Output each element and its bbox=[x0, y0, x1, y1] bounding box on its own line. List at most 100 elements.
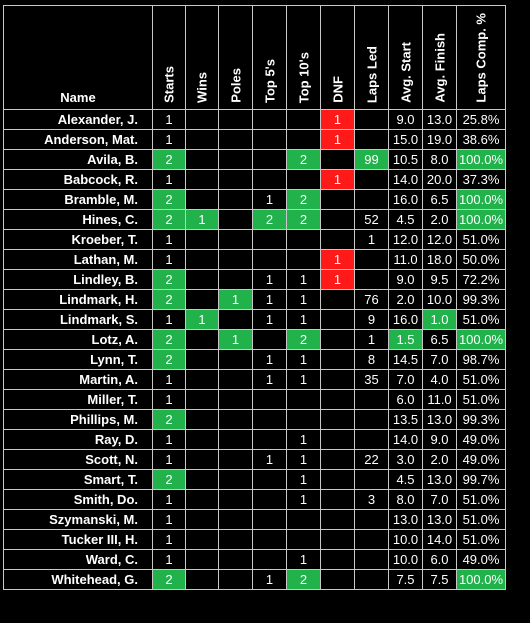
cell-laps-comp: 99.3% bbox=[456, 409, 506, 430]
cell-laps-comp: 100.0% bbox=[456, 569, 506, 590]
driver-name: Lathan, M. bbox=[3, 249, 153, 270]
cell-laps-led bbox=[354, 549, 389, 570]
cell-starts: 2 bbox=[152, 289, 186, 310]
driver-name: Whitehead, G. bbox=[3, 569, 153, 590]
table-row: Lindmark, H. 2 1 1 1 76 2.0 10.0 99.3% bbox=[3, 289, 506, 310]
cell-avg-start: 16.0 bbox=[388, 189, 423, 210]
table-row: Babcock, R. 1 1 14.0 20.0 37.3% bbox=[3, 169, 506, 190]
cell-avg-finish: 6.5 bbox=[422, 189, 457, 210]
driver-name: Szymanski, M. bbox=[3, 509, 153, 530]
cell-starts: 1 bbox=[152, 229, 186, 250]
cell-starts: 1 bbox=[152, 389, 186, 410]
cell-dnf bbox=[320, 189, 355, 210]
cell-laps-led bbox=[354, 529, 389, 550]
cell-laps-comp: 38.6% bbox=[456, 129, 506, 150]
col-header-top5: Top 5's bbox=[252, 5, 287, 110]
cell-dnf bbox=[320, 529, 355, 550]
cell-top5: 1 bbox=[252, 269, 287, 290]
cell-top5 bbox=[252, 549, 287, 570]
cell-top10: 1 bbox=[286, 349, 321, 370]
cell-top10 bbox=[286, 509, 321, 530]
cell-dnf bbox=[320, 429, 355, 450]
cell-poles bbox=[218, 569, 253, 590]
cell-poles bbox=[218, 149, 253, 170]
cell-avg-finish: 8.0 bbox=[422, 149, 457, 170]
cell-top5 bbox=[252, 249, 287, 270]
driver-name: Martin, A. bbox=[3, 369, 153, 390]
cell-avg-start: 6.0 bbox=[388, 389, 423, 410]
cell-avg-finish: 12.0 bbox=[422, 229, 457, 250]
cell-top5 bbox=[252, 409, 287, 430]
table-body: Alexander, J. 1 1 9.0 13.0 25.8% Anderson, Mat… bbox=[3, 109, 506, 590]
cell-starts: 1 bbox=[152, 309, 186, 330]
cell-laps-led: 3 bbox=[354, 489, 389, 510]
cell-top10 bbox=[286, 389, 321, 410]
cell-laps-comp: 51.0% bbox=[456, 309, 506, 330]
col-header-poles: Poles bbox=[218, 5, 253, 110]
cell-dnf: 1 bbox=[320, 129, 355, 150]
cell-laps-led: 99 bbox=[354, 149, 389, 170]
cell-avg-finish: 2.0 bbox=[422, 209, 457, 230]
cell-dnf bbox=[320, 309, 355, 330]
cell-top10: 1 bbox=[286, 309, 321, 330]
table-row: Kroeber, T. 1 1 12.0 12.0 51.0% bbox=[3, 229, 506, 250]
cell-laps-led bbox=[354, 389, 389, 410]
cell-avg-finish: 13.0 bbox=[422, 509, 457, 530]
cell-starts: 1 bbox=[152, 449, 186, 470]
cell-starts: 1 bbox=[152, 169, 186, 190]
cell-avg-finish: 9.0 bbox=[422, 429, 457, 450]
cell-poles bbox=[218, 529, 253, 550]
cell-avg-finish: 2.0 bbox=[422, 449, 457, 470]
cell-avg-start: 8.0 bbox=[388, 489, 423, 510]
table-row: Scott, N. 1 1 1 22 3.0 2.0 49.0% bbox=[3, 449, 506, 470]
cell-top10: 1 bbox=[286, 369, 321, 390]
cell-wins bbox=[185, 469, 219, 490]
cell-dnf bbox=[320, 289, 355, 310]
cell-wins bbox=[185, 529, 219, 550]
cell-top5 bbox=[252, 109, 287, 130]
col-header-dnf: DNF bbox=[320, 5, 355, 110]
table-row: Phillips, M. 2 13.5 13.0 99.3% bbox=[3, 409, 506, 430]
cell-top10 bbox=[286, 169, 321, 190]
cell-wins bbox=[185, 169, 219, 190]
cell-laps-led bbox=[354, 469, 389, 490]
cell-dnf bbox=[320, 489, 355, 510]
cell-laps-comp: 99.7% bbox=[456, 469, 506, 490]
cell-dnf bbox=[320, 509, 355, 530]
cell-top10 bbox=[286, 529, 321, 550]
cell-wins bbox=[185, 389, 219, 410]
cell-top5 bbox=[252, 469, 287, 490]
cell-laps-comp: 49.0% bbox=[456, 429, 506, 450]
driver-name: Lindmark, H. bbox=[3, 289, 153, 310]
cell-laps-comp: 72.2% bbox=[456, 269, 506, 290]
cell-poles bbox=[218, 469, 253, 490]
cell-wins bbox=[185, 349, 219, 370]
cell-avg-finish: 6.0 bbox=[422, 549, 457, 570]
cell-wins bbox=[185, 489, 219, 510]
cell-top10: 1 bbox=[286, 489, 321, 510]
cell-laps-comp: 51.0% bbox=[456, 489, 506, 510]
cell-avg-start: 12.0 bbox=[388, 229, 423, 250]
cell-avg-finish: 19.0 bbox=[422, 129, 457, 150]
cell-avg-finish: 13.0 bbox=[422, 469, 457, 490]
cell-dnf: 1 bbox=[320, 249, 355, 270]
cell-starts: 1 bbox=[152, 509, 186, 530]
cell-top10: 2 bbox=[286, 189, 321, 210]
cell-laps-comp: 50.0% bbox=[456, 249, 506, 270]
driver-name: Lynn, T. bbox=[3, 349, 153, 370]
cell-avg-start: 14.0 bbox=[388, 169, 423, 190]
cell-starts: 2 bbox=[152, 209, 186, 230]
header-row: Name Starts Wins Poles Top 5's Top 10's … bbox=[3, 5, 506, 110]
table-row: Miller, T. 1 6.0 11.0 51.0% bbox=[3, 389, 506, 410]
cell-wins bbox=[185, 289, 219, 310]
cell-dnf bbox=[320, 409, 355, 430]
cell-top10 bbox=[286, 229, 321, 250]
cell-dnf bbox=[320, 329, 355, 350]
cell-top5 bbox=[252, 489, 287, 510]
cell-top5: 1 bbox=[252, 449, 287, 470]
cell-dnf bbox=[320, 209, 355, 230]
cell-wins bbox=[185, 369, 219, 390]
cell-top10: 1 bbox=[286, 289, 321, 310]
cell-avg-start: 4.5 bbox=[388, 469, 423, 490]
col-header-top10: Top 10's bbox=[286, 5, 321, 110]
